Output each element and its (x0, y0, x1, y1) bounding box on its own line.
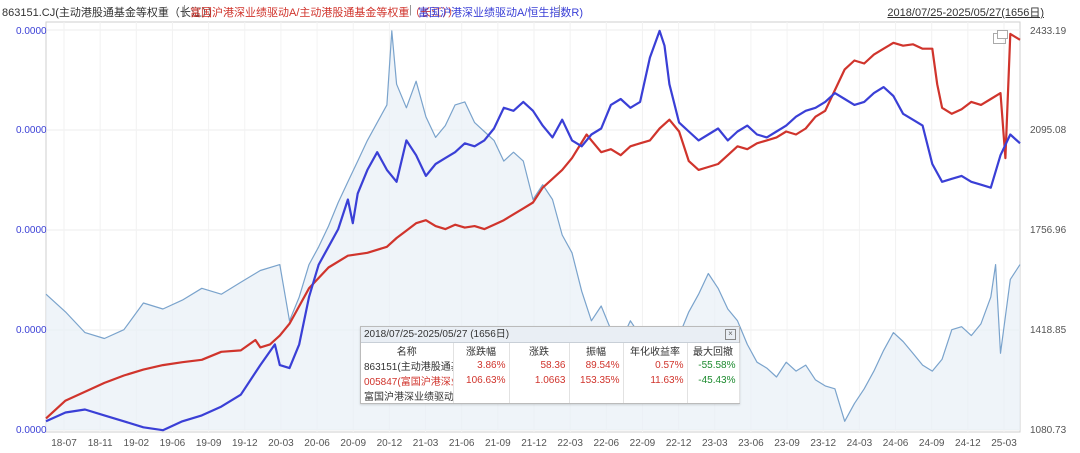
row-amp: 89.54% (569, 358, 624, 373)
row-name: 005847(富国沪港深业 (361, 373, 454, 388)
row-chg: 1.0663 (509, 373, 570, 388)
series-line-1 (45, 29, 1021, 432)
row-dd: -45.43% (687, 373, 740, 388)
y-right-tick: 2095.08 (1030, 125, 1067, 136)
y-left-tick: 0.0000 (16, 125, 47, 136)
title-separator: | (558, 4, 561, 16)
row-ann (623, 388, 688, 403)
title-part-1[interactable]: 863151.CJ(主动港股通基金等权重（长江）） (2, 7, 219, 19)
x-tick-label: 23-06 (738, 438, 764, 449)
x-tick-label: 20-06 (304, 438, 330, 449)
x-tick-label: 19-02 (123, 438, 150, 449)
x-tick-label: 18-11 (87, 438, 113, 449)
restore-zoom-icon[interactable] (993, 30, 1008, 44)
y-left-tick: 0.0000 (16, 26, 47, 37)
row-dd: -55.58% (687, 358, 740, 373)
table-header-row: 名称 涨跌幅 涨跌 振幅 年化收益率 最大回撤 (361, 343, 740, 358)
y-left-tick: 0.0000 (16, 225, 47, 236)
x-tick-label: 22-06 (593, 438, 620, 449)
series-line-2 (45, 30, 1021, 422)
date-range-link[interactable]: 2018/07/25-2025/05/27(1656日) (887, 7, 1044, 19)
stats-table: 名称 涨跌幅 涨跌 振幅 年化收益率 最大回撤 863151(主动港股通基 3.… (361, 343, 740, 403)
y-right-tick: 1418.85 (1030, 325, 1067, 336)
title-part-3[interactable]: 富国沪港深业绩驱动A/恒生指数R) (418, 7, 583, 19)
row-amp (569, 388, 624, 403)
stats-panel-title: 2018/07/25-2025/05/27 (1656日) × (361, 327, 739, 343)
x-tick-label: 19-09 (195, 438, 222, 449)
column-header: 年化收益率 (623, 343, 688, 358)
stats-panel[interactable]: 2018/07/25-2025/05/27 (1656日) × 名称 涨跌幅 涨… (360, 326, 740, 404)
x-tick-label: 20-03 (268, 438, 294, 449)
row-pct: 106.63% (453, 373, 510, 388)
x-tick-label: 20-12 (376, 438, 403, 449)
row-chg: 58.36 (509, 358, 570, 373)
row-pct: 3.86% (453, 358, 510, 373)
x-tick-label: 20-09 (340, 438, 367, 449)
x-tick-label: 24-03 (846, 438, 873, 449)
row-ann: 0.57% (623, 358, 688, 373)
x-tick-label: 21-09 (485, 438, 511, 449)
title-part-2[interactable]: 富国沪港深业绩驱动A/主动港股通基金等权重（长江）） (190, 7, 459, 19)
series-layer (45, 29, 1021, 432)
column-header: 振幅 (569, 343, 624, 358)
x-tick-label: 23-09 (774, 438, 800, 449)
row-chg (509, 388, 570, 403)
x-tick-label: 18-07 (51, 438, 77, 449)
column-header: 最大回撤 (687, 343, 740, 358)
x-tick-label: 22-09 (629, 438, 656, 449)
x-tick-label: 22-03 (557, 438, 583, 449)
y-left-tick: 0.0000 (16, 425, 47, 436)
y-right-tick: 1756.96 (1030, 225, 1067, 236)
x-tick-label: 21-12 (521, 438, 547, 449)
row-name: 富国沪港深业绩驱动A (361, 388, 454, 403)
x-tick-label: 23-12 (810, 438, 837, 449)
y-right-tick: 2433.19 (1030, 26, 1067, 37)
series-line-0 (45, 32, 1021, 420)
row-name: 863151(主动港股通基 (361, 358, 454, 373)
x-tick-label: 21-03 (412, 438, 439, 449)
row-pct (453, 388, 510, 403)
title-separator: | (183, 4, 186, 16)
x-tick-label: 21-06 (448, 438, 475, 449)
chart-header: 863151.CJ(主动港股通基金等权重（长江）） | 富国沪港深业绩驱动A/主… (0, 0, 1080, 22)
x-tick-label: 22-12 (665, 438, 692, 449)
x-tick-label: 23-03 (701, 438, 728, 449)
x-tick-label: 19-06 (159, 438, 186, 449)
table-row[interactable]: 富国沪港深业绩驱动A (361, 388, 740, 403)
x-tick-label: 25-03 (991, 438, 1017, 449)
stats-panel-title-text: 2018/07/25-2025/05/27 (1656日) (364, 329, 510, 340)
column-header: 涨跌 (509, 343, 570, 358)
x-tick-label: 24-09 (918, 438, 945, 449)
row-dd (687, 388, 740, 403)
close-icon[interactable]: × (725, 329, 736, 340)
x-tick-label: 24-06 (882, 438, 909, 449)
row-ann: 11.63% (623, 373, 688, 388)
table-row[interactable]: 005847(富国沪港深业 106.63% 1.0663 153.35% 11.… (361, 373, 740, 388)
x-tick-label: 19-12 (231, 438, 258, 449)
title-separator: | (409, 4, 412, 16)
series-area (46, 30, 1020, 431)
column-header: 涨跌幅 (453, 343, 510, 358)
row-amp: 153.35% (569, 373, 624, 388)
y-left-tick: 0.0000 (16, 325, 47, 336)
y-right-tick: 1080.73 (1030, 425, 1067, 436)
column-header: 名称 (361, 343, 454, 358)
table-row[interactable]: 863151(主动港股通基 3.86% 58.36 89.54% 0.57% -… (361, 358, 740, 373)
x-tick-label: 24-12 (955, 438, 981, 449)
